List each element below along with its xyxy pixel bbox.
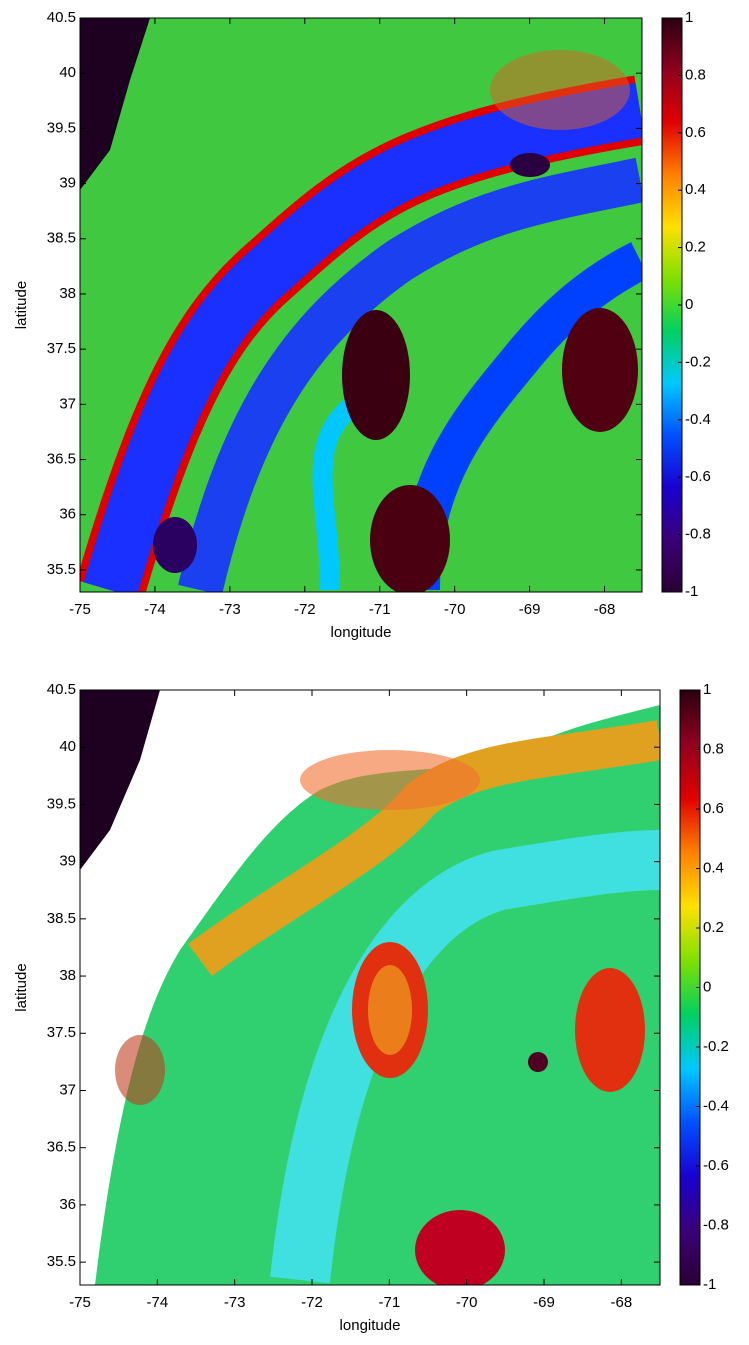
colorbar-tick-label: -0.4 [703, 1097, 729, 1114]
eddy [153, 517, 197, 573]
x-axis-label: longitude [331, 624, 392, 641]
current-core [178, 157, 642, 592]
y-tick-label: 37.5 [47, 340, 76, 357]
colorbar-tick-label: 0.2 [685, 239, 706, 256]
colorbar-tick-label: -0.6 [685, 468, 711, 485]
y-axis-label: latitude [13, 281, 30, 329]
colorbar-tick-label: -0.2 [703, 1038, 729, 1055]
land [80, 690, 160, 870]
y-tick-label: 36.5 [47, 1139, 76, 1156]
y-tick-label: 37 [59, 1081, 76, 1098]
y-tick-label: 36 [59, 506, 76, 523]
filament [312, 391, 366, 591]
eddy-core [368, 965, 412, 1055]
y-tick-label: 39.5 [47, 795, 76, 812]
y-tick-label: 38.5 [47, 230, 76, 247]
y-tick-label: 37.5 [47, 1024, 76, 1041]
x-tick-label: -72 [294, 601, 316, 618]
colorbar-tick-label: -0.6 [703, 1157, 729, 1174]
eddy [528, 1052, 548, 1072]
y-tick-label: 37 [59, 395, 76, 412]
land-mask [80, 690, 660, 1285]
y-tick-label: 36 [59, 1196, 76, 1213]
y-axis-label: latitude [13, 963, 30, 1011]
y-tick-label: 38 [59, 967, 76, 984]
x-tick-label: -69 [533, 1294, 555, 1311]
y-tick-label: 35.5 [47, 1253, 76, 1270]
y-tick-label: 40.5 [47, 9, 76, 26]
x-tick-label: -72 [301, 1294, 323, 1311]
y-tick-label: 39 [59, 853, 76, 870]
x-tick-label: -74 [144, 601, 166, 618]
colorbar-tick-label: 0 [703, 978, 711, 995]
colorbar-tick-label: 0.4 [685, 181, 706, 198]
y-tick-label: 38 [59, 285, 76, 302]
colorbar-tick-label: 1 [685, 9, 693, 26]
current-core [83, 82, 642, 592]
x-tick-label: -68 [610, 1294, 632, 1311]
colorbar-tick-label: 0.2 [703, 919, 724, 936]
y-tick-label: 35.5 [47, 561, 76, 578]
colorbar-tick-label: 0 [685, 296, 693, 313]
colorbar-tick-label: 0.8 [685, 66, 706, 83]
current-band [270, 830, 660, 1284]
colorbar-tick-label: 0.6 [703, 800, 724, 817]
x-tick-label: -70 [444, 601, 466, 618]
x-tick-label: -70 [456, 1294, 478, 1311]
y-tick-label: 38.5 [47, 910, 76, 927]
colorbar-tick-label: 0.6 [685, 124, 706, 141]
colorbar-tick-label: 0.8 [703, 740, 724, 757]
field-image [80, 18, 642, 592]
eddy [415, 1210, 505, 1285]
y-tick-label: 40.5 [47, 681, 76, 698]
colorbar-tick-label: -1 [703, 1276, 716, 1293]
colorbar-tick-label: -1 [685, 583, 698, 600]
eddy [510, 153, 550, 177]
y-tick-label: 36.5 [47, 451, 76, 468]
colorbar-tick-label: -0.2 [685, 353, 711, 370]
y-tick-label: 40 [59, 64, 76, 81]
eddy [115, 1035, 165, 1105]
y-tick-label: 39 [59, 175, 76, 192]
land [80, 18, 150, 190]
eddy [575, 968, 645, 1092]
y-tick-label: 40 [59, 738, 76, 755]
colorbar-tick-label: -0.4 [685, 411, 711, 428]
colorbar-tick-label: 0.4 [703, 859, 724, 876]
x-tick-label: -69 [519, 601, 541, 618]
y-tick-label: 39.5 [47, 119, 76, 136]
x-tick-label: -74 [146, 1294, 168, 1311]
x-tick-label: -75 [69, 601, 91, 618]
colorbar-tick-label: 1 [703, 681, 711, 698]
eddy [562, 308, 638, 432]
colorbar-tick-label: -0.8 [685, 526, 711, 543]
x-tick-label: -75 [69, 1294, 91, 1311]
eddy [300, 750, 480, 810]
eddy [490, 50, 630, 130]
x-tick-label: -71 [378, 1294, 400, 1311]
x-tick-label: -68 [594, 601, 616, 618]
plot-frame [79, 17, 643, 593]
x-tick-label: -73 [219, 601, 241, 618]
x-tick-label: -71 [369, 601, 391, 618]
x-axis-label: longitude [340, 1317, 401, 1334]
eddy [370, 485, 450, 592]
colorbar-tick-label: -0.8 [703, 1216, 729, 1233]
eddy [342, 310, 410, 440]
field-image [80, 690, 660, 1285]
plot-frame [79, 689, 661, 1286]
x-tick-label: -73 [224, 1294, 246, 1311]
